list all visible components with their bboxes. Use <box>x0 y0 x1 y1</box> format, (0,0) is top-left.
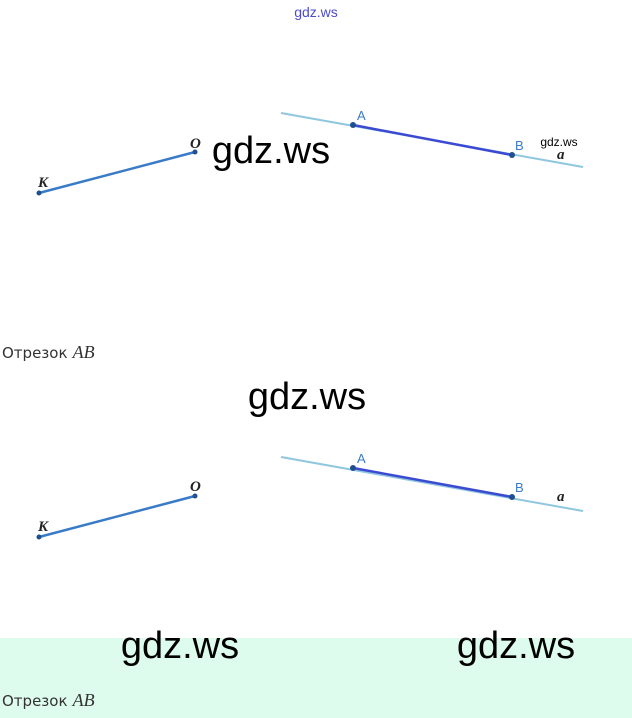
label-a: A <box>357 451 366 466</box>
caption-text: Отрезок <box>2 692 68 710</box>
label-k: K <box>37 519 49 535</box>
caption: Отрезок AB <box>2 690 95 710</box>
point <box>509 152 515 158</box>
point <box>36 190 42 196</box>
label-a: A <box>357 108 366 123</box>
segment-ko <box>38 494 196 539</box>
caption-math: AB <box>72 690 95 710</box>
point <box>192 493 198 499</box>
highlight-band <box>0 638 632 718</box>
watermark: gdz.ws <box>212 130 330 172</box>
label-line: a <box>557 147 565 163</box>
line-a <box>280 456 584 512</box>
caption-text: Отрезок <box>2 344 68 362</box>
label-o: O <box>190 479 201 495</box>
segment-ab <box>352 466 513 499</box>
watermark: gdz.ws <box>457 625 575 667</box>
label-k: K <box>37 175 49 191</box>
label-b: B <box>515 138 524 153</box>
label-b: B <box>515 480 524 495</box>
caption: Отрезок AB <box>2 342 95 362</box>
segment-ab <box>352 123 513 157</box>
label-line: a <box>557 489 565 505</box>
point <box>192 149 198 155</box>
watermark-small: gdz.ws <box>540 135 577 149</box>
header-link[interactable]: gdz.ws <box>294 4 338 20</box>
watermark: gdz.ws <box>248 376 366 418</box>
label-o: O <box>190 136 201 152</box>
figure: K O A B a <box>36 451 584 540</box>
segment-ko <box>38 150 196 195</box>
point <box>350 122 356 128</box>
caption-math: AB <box>72 342 95 362</box>
figure: K O A B a <box>36 108 584 196</box>
point <box>350 465 356 471</box>
point <box>36 534 42 540</box>
watermark: gdz.ws <box>121 625 239 667</box>
point <box>509 494 515 500</box>
